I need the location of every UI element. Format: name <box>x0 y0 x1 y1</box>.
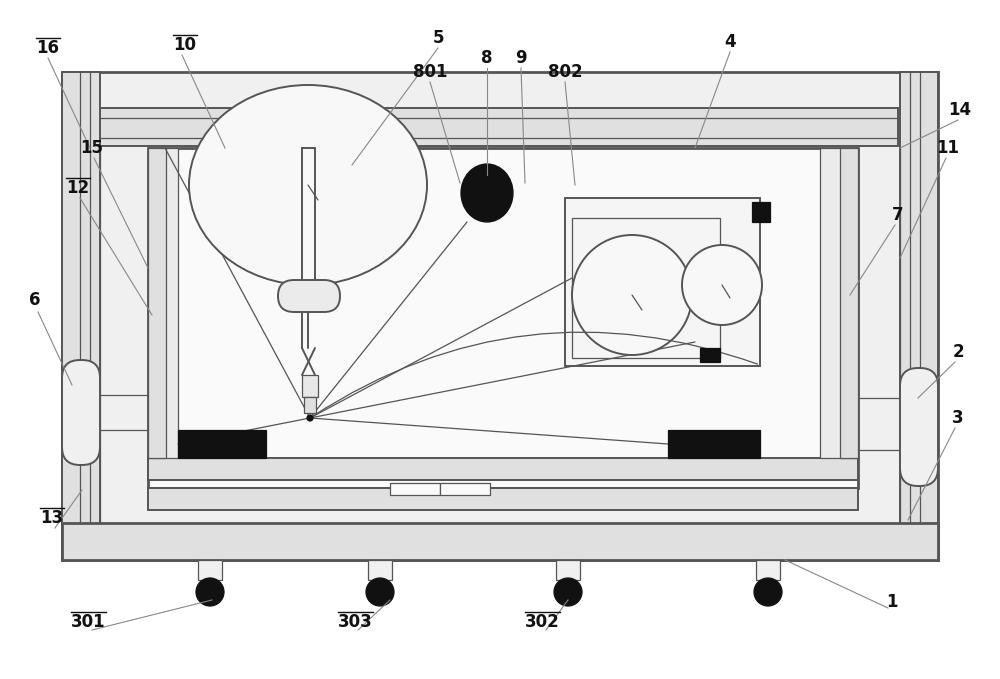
Circle shape <box>554 578 582 606</box>
Text: 10: 10 <box>174 36 196 54</box>
Bar <box>572 218 720 358</box>
Bar <box>148 148 858 488</box>
Bar <box>302 375 318 397</box>
Bar <box>565 198 760 366</box>
Text: 8: 8 <box>481 49 493 67</box>
Text: 15: 15 <box>80 139 104 157</box>
Text: 303: 303 <box>338 613 372 631</box>
Bar <box>148 148 166 458</box>
Bar <box>148 488 858 510</box>
Text: 301: 301 <box>71 613 105 631</box>
Bar <box>390 483 440 495</box>
Text: 14: 14 <box>948 101 972 119</box>
Text: 13: 13 <box>40 509 64 527</box>
FancyBboxPatch shape <box>900 368 938 486</box>
Text: 16: 16 <box>36 39 60 57</box>
Bar <box>148 458 858 480</box>
FancyBboxPatch shape <box>62 360 100 465</box>
Text: 6: 6 <box>29 291 41 309</box>
Text: 7: 7 <box>892 206 904 224</box>
Circle shape <box>754 578 782 606</box>
Bar <box>304 397 316 413</box>
Bar <box>556 560 580 580</box>
Circle shape <box>682 245 762 325</box>
Bar <box>148 148 178 458</box>
Bar <box>178 430 266 458</box>
Text: 4: 4 <box>724 33 736 51</box>
Text: 1: 1 <box>886 593 898 611</box>
FancyBboxPatch shape <box>278 280 340 312</box>
Ellipse shape <box>461 164 513 222</box>
Circle shape <box>196 578 224 606</box>
Bar <box>756 560 780 580</box>
Bar <box>900 72 938 560</box>
Circle shape <box>366 578 394 606</box>
Bar <box>668 430 760 458</box>
Circle shape <box>572 235 692 355</box>
Bar <box>840 148 858 458</box>
Bar <box>700 348 720 362</box>
Text: 802: 802 <box>548 63 582 81</box>
Text: 2: 2 <box>952 343 964 361</box>
Bar <box>752 202 770 222</box>
Bar <box>198 560 222 580</box>
Bar <box>62 72 938 560</box>
Text: 9: 9 <box>515 49 527 67</box>
Bar <box>62 72 100 560</box>
Text: 302: 302 <box>525 613 559 631</box>
Text: 5: 5 <box>432 29 444 47</box>
Bar <box>368 560 392 580</box>
Bar <box>820 148 858 458</box>
Circle shape <box>307 415 313 421</box>
Bar <box>100 108 898 146</box>
Bar <box>440 483 490 495</box>
Text: 801: 801 <box>413 63 447 81</box>
Ellipse shape <box>189 85 427 285</box>
Text: 3: 3 <box>952 409 964 427</box>
Text: 12: 12 <box>66 179 90 197</box>
Text: 11: 11 <box>936 139 960 157</box>
Bar <box>62 523 938 560</box>
